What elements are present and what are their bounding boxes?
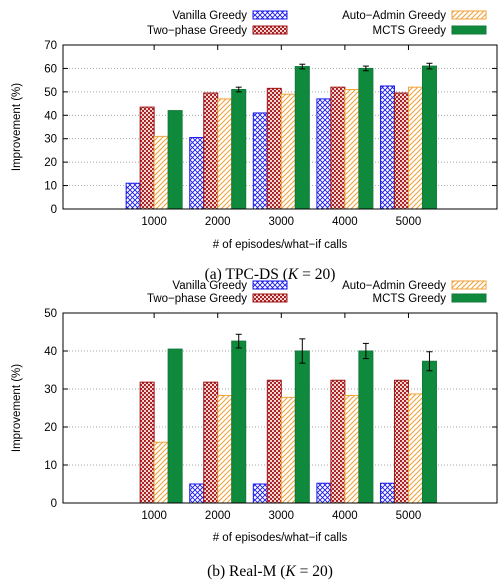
legend-swatch — [451, 10, 487, 20]
x-tick-label: 5000 — [396, 510, 422, 522]
caption-suffix: = 20) — [296, 563, 333, 580]
y-tick-label: 40 — [44, 346, 57, 358]
x-tick-label: 2000 — [205, 510, 231, 522]
caption-prefix: (a) TPC-DS ( — [205, 266, 288, 283]
x-tick-label: 1000 — [141, 510, 167, 522]
legend-label: Vanilla Greedy — [172, 10, 247, 22]
legend-label: Two−phase Greedy — [147, 293, 247, 305]
bar-solid-green-2000 — [231, 340, 247, 504]
y-tick-label: 60 — [44, 63, 57, 75]
bar-diagonal-orange-1000 — [153, 441, 169, 504]
y-axis-label: Improvement (%) — [11, 83, 23, 171]
y-tick-label: 10 — [44, 181, 57, 193]
x-tick-label: 2000 — [205, 216, 231, 228]
caption-suffix: = 20) — [298, 266, 335, 283]
legend-swatch — [252, 280, 288, 290]
bar-solid-green-3000 — [294, 66, 310, 210]
bar-solid-green-5000 — [421, 65, 437, 210]
bar-solid-green-1000 — [167, 348, 183, 504]
legend-label: Auto−Admin Greedy — [342, 280, 446, 292]
chart-tpc-ds: 0 10 20 30 40 50 60 70 1000 2000 3000 4000 5000 # of … — [11, 10, 498, 283]
y-tick-label: 50 — [44, 308, 57, 320]
x-tick-label: 3000 — [269, 510, 295, 522]
y-tick-label: 40 — [44, 110, 57, 122]
x-tick-label: 4000 — [332, 510, 358, 522]
legend-label: MCTS Greedy — [373, 293, 447, 305]
y-tick-label: 70 — [44, 40, 57, 52]
legend-swatch — [451, 293, 487, 303]
bar-crosshatch-blue-4000 — [316, 98, 332, 210]
x-axis-label: # of episodes/what−if calls — [213, 239, 348, 251]
y-tick-label: 30 — [44, 134, 57, 146]
bar-dots-red-3000 — [266, 87, 282, 210]
bar-crosshatch-blue-5000 — [379, 85, 395, 210]
bar-crosshatch-blue-5000 — [379, 482, 395, 504]
legend-swatch — [252, 10, 288, 20]
bar-solid-green-5000 — [421, 360, 437, 504]
legend-label: Auto−Admin Greedy — [342, 10, 446, 22]
bar-crosshatch-blue-4000 — [316, 482, 332, 504]
legend-swatch — [451, 25, 487, 35]
bar-dots-red-5000 — [393, 379, 409, 504]
plot-frame — [62, 312, 498, 504]
plot-frame — [62, 44, 498, 210]
bar-dots-red-3000 — [266, 379, 282, 504]
y-axis-label: Improvement (%) — [11, 364, 23, 452]
legend-swatch — [252, 293, 288, 303]
x-axis-label: # of episodes/what−if calls — [213, 532, 348, 544]
bar-diagonal-orange-2000 — [217, 98, 233, 210]
bar-dots-red-2000 — [203, 92, 219, 210]
legend-label: Two−phase Greedy — [147, 25, 247, 37]
y-tick-label: 0 — [51, 498, 57, 510]
caption-variable: K — [287, 266, 299, 283]
bar-diagonal-orange-5000 — [407, 393, 423, 504]
bar-diagonal-orange-3000 — [280, 396, 296, 504]
bar-diagonal-orange-2000 — [217, 394, 233, 504]
bar-crosshatch-blue-3000 — [252, 483, 268, 504]
chart-caption: (a) TPC-DS (K = 20) — [205, 266, 336, 283]
bar-diagonal-orange-4000 — [344, 89, 360, 210]
x-tick-label: 4000 — [332, 216, 358, 228]
bar-dots-red-4000 — [330, 86, 346, 210]
bar-dots-red-1000 — [139, 381, 155, 504]
y-tick-label: 30 — [44, 384, 57, 396]
bar-crosshatch-blue-2000 — [189, 483, 205, 504]
x-tick-label: 3000 — [269, 216, 295, 228]
bar-solid-green-4000 — [358, 67, 374, 210]
y-tick-label: 20 — [44, 157, 57, 169]
chart-caption: (b) Real-M (K = 20) — [207, 563, 333, 580]
bar-dots-red-5000 — [393, 92, 409, 210]
y-tick-label: 10 — [44, 460, 57, 472]
legend-label: Vanilla Greedy — [172, 280, 247, 292]
y-tick-label: 20 — [44, 422, 57, 434]
bar-solid-green-2000 — [231, 89, 247, 210]
y-tick-label: 0 — [51, 204, 57, 216]
bar-crosshatch-blue-3000 — [252, 112, 268, 210]
chart-real-m: 0 10 20 30 40 50 1000 2000 3000 4000 5000 # of epis… — [11, 280, 498, 580]
bar-dots-red-2000 — [203, 381, 219, 504]
bar-diagonal-orange-5000 — [407, 86, 423, 210]
legend-swatch — [451, 280, 487, 290]
bar-crosshatch-blue-1000 — [125, 182, 141, 210]
caption-variable: K — [284, 563, 296, 580]
bar-diagonal-orange-1000 — [153, 135, 169, 210]
legend-label: MCTS Greedy — [373, 25, 447, 37]
bar-diagonal-orange-4000 — [344, 394, 360, 504]
bar-solid-green-3000 — [294, 350, 310, 504]
x-tick-label: 5000 — [396, 216, 422, 228]
bar-dots-red-1000 — [139, 106, 155, 210]
y-tick-label: 50 — [44, 87, 57, 99]
bar-solid-green-4000 — [358, 350, 374, 504]
bar-dots-red-4000 — [330, 379, 346, 504]
x-tick-label: 1000 — [141, 216, 167, 228]
bar-crosshatch-blue-2000 — [189, 137, 205, 210]
bar-solid-green-1000 — [167, 110, 183, 210]
bar-diagonal-orange-3000 — [280, 93, 296, 210]
legend-swatch — [252, 25, 288, 35]
caption-prefix: (b) Real-M ( — [207, 563, 285, 580]
